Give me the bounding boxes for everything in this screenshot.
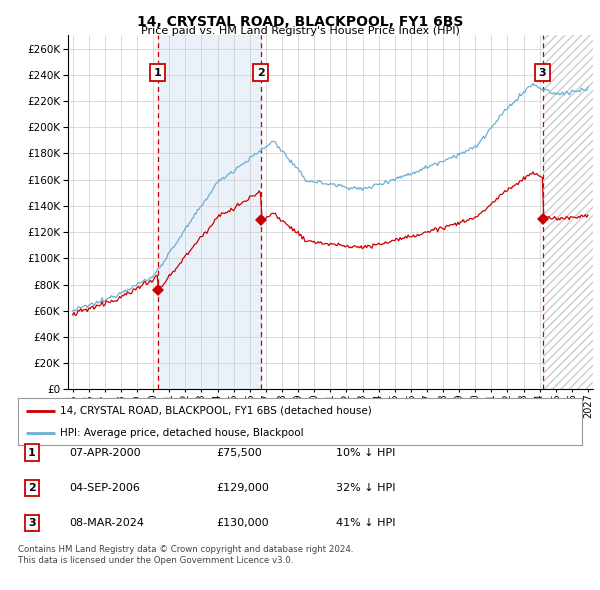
Text: Contains HM Land Registry data © Crown copyright and database right 2024.: Contains HM Land Registry data © Crown c… — [18, 545, 353, 555]
Bar — [542, 35, 600, 389]
Text: £130,000: £130,000 — [216, 519, 269, 528]
Text: 10% ↓ HPI: 10% ↓ HPI — [336, 448, 395, 457]
Text: This data is licensed under the Open Government Licence v3.0.: This data is licensed under the Open Gov… — [18, 556, 293, 565]
Text: £129,000: £129,000 — [216, 483, 269, 493]
Text: 3: 3 — [539, 68, 547, 77]
Text: HPI: Average price, detached house, Blackpool: HPI: Average price, detached house, Blac… — [60, 428, 304, 438]
Text: 04-SEP-2006: 04-SEP-2006 — [69, 483, 140, 493]
Text: £75,500: £75,500 — [216, 448, 262, 457]
Text: 1: 1 — [28, 448, 35, 457]
Text: 07-APR-2000: 07-APR-2000 — [69, 448, 140, 457]
Text: 2: 2 — [28, 483, 35, 493]
Text: 1: 1 — [154, 68, 161, 77]
Bar — [158, 35, 260, 389]
Text: 08-MAR-2024: 08-MAR-2024 — [69, 519, 144, 528]
Text: 32% ↓ HPI: 32% ↓ HPI — [336, 483, 395, 493]
Bar — [542, 35, 600, 389]
Text: 2: 2 — [257, 68, 265, 77]
Text: Price paid vs. HM Land Registry's House Price Index (HPI): Price paid vs. HM Land Registry's House … — [140, 26, 460, 36]
Text: 14, CRYSTAL ROAD, BLACKPOOL, FY1 6BS: 14, CRYSTAL ROAD, BLACKPOOL, FY1 6BS — [137, 15, 463, 29]
Text: 41% ↓ HPI: 41% ↓ HPI — [336, 519, 395, 528]
Text: 14, CRYSTAL ROAD, BLACKPOOL, FY1 6BS (detached house): 14, CRYSTAL ROAD, BLACKPOOL, FY1 6BS (de… — [60, 406, 372, 416]
Text: 3: 3 — [28, 519, 35, 528]
